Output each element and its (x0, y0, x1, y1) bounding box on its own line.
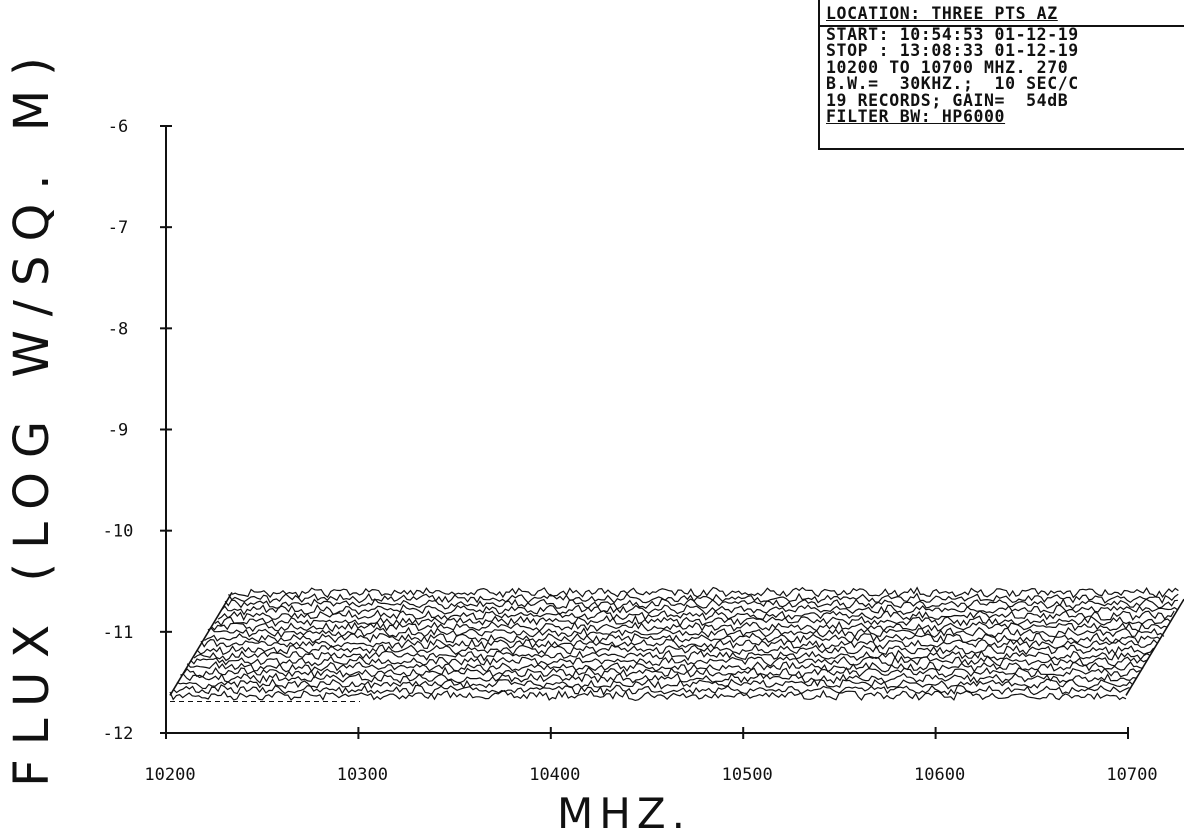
x-tick-label: 10200 (144, 765, 195, 785)
record-trace (204, 632, 1161, 645)
record-trace (197, 643, 1155, 656)
record-trace (183, 666, 1141, 679)
y-tick-label: -12 (103, 724, 134, 744)
info-line-start: START: 10:54:53 01-12-19 (826, 24, 1079, 44)
record-trace (217, 609, 1175, 622)
x-tick-label: 10300 (337, 765, 388, 785)
record-trace (231, 586, 1179, 599)
record-trace (228, 592, 1179, 605)
x-tick-label: 10700 (1106, 765, 1157, 785)
info-line-location: LOCATION: THREE PTS AZ (820, 0, 1184, 27)
record-trace (207, 626, 1165, 639)
info-box: LOCATION: THREE PTS AZ START: 10:54:53 0… (818, 0, 1184, 150)
x-ticks: 10200 10300 10400 10500 10600 10700 (144, 727, 1158, 785)
y-tick-label: -6 (108, 117, 128, 137)
y-axis-title: FLUX (LOG W/SQ. M) (4, 43, 60, 787)
x-tick-label: 10400 (529, 765, 580, 785)
waterfall-traces (169, 586, 1184, 702)
x-tick-label: 10600 (914, 765, 965, 785)
record-trace (172, 684, 1130, 696)
x-axis-title: MHZ. (557, 789, 691, 835)
y-tick-label: -11 (103, 623, 134, 643)
record-trace (176, 678, 1134, 690)
record-trace (224, 597, 1178, 610)
record-trace (214, 614, 1172, 628)
y-tick-label: -10 (103, 522, 134, 542)
info-line-bandwidth: B.W.= 30KHZ.; 10 SEC/C (826, 74, 1079, 93)
record-trace (200, 638, 1158, 650)
surface-left-edge (169, 592, 233, 696)
surface-right-edge (1125, 598, 1184, 696)
x-tick-label: 10500 (722, 765, 773, 785)
record-trace (193, 649, 1151, 662)
info-line-range: 10200 TO 10700 MHZ. 270 (826, 57, 1069, 77)
record-trace (210, 620, 1168, 633)
record-trace (169, 689, 1127, 702)
record-trace (221, 603, 1179, 616)
info-line-filter: FILTER BW: HP6000 (826, 107, 1006, 126)
info-line-records: 19 RECORDS; GAIN= 54dB (826, 90, 1069, 110)
record-trace (186, 661, 1144, 673)
record-trace (180, 672, 1137, 685)
y-tick-label: -7 (108, 218, 128, 238)
y-tick-label: -8 (108, 319, 128, 339)
info-line-stop: STOP : 13:08:33 01-12-19 (826, 41, 1079, 60)
y-ticks: -6 -7 -8 -9 -10 -11 -12 (103, 117, 172, 744)
y-tick-label: -9 (108, 421, 128, 441)
